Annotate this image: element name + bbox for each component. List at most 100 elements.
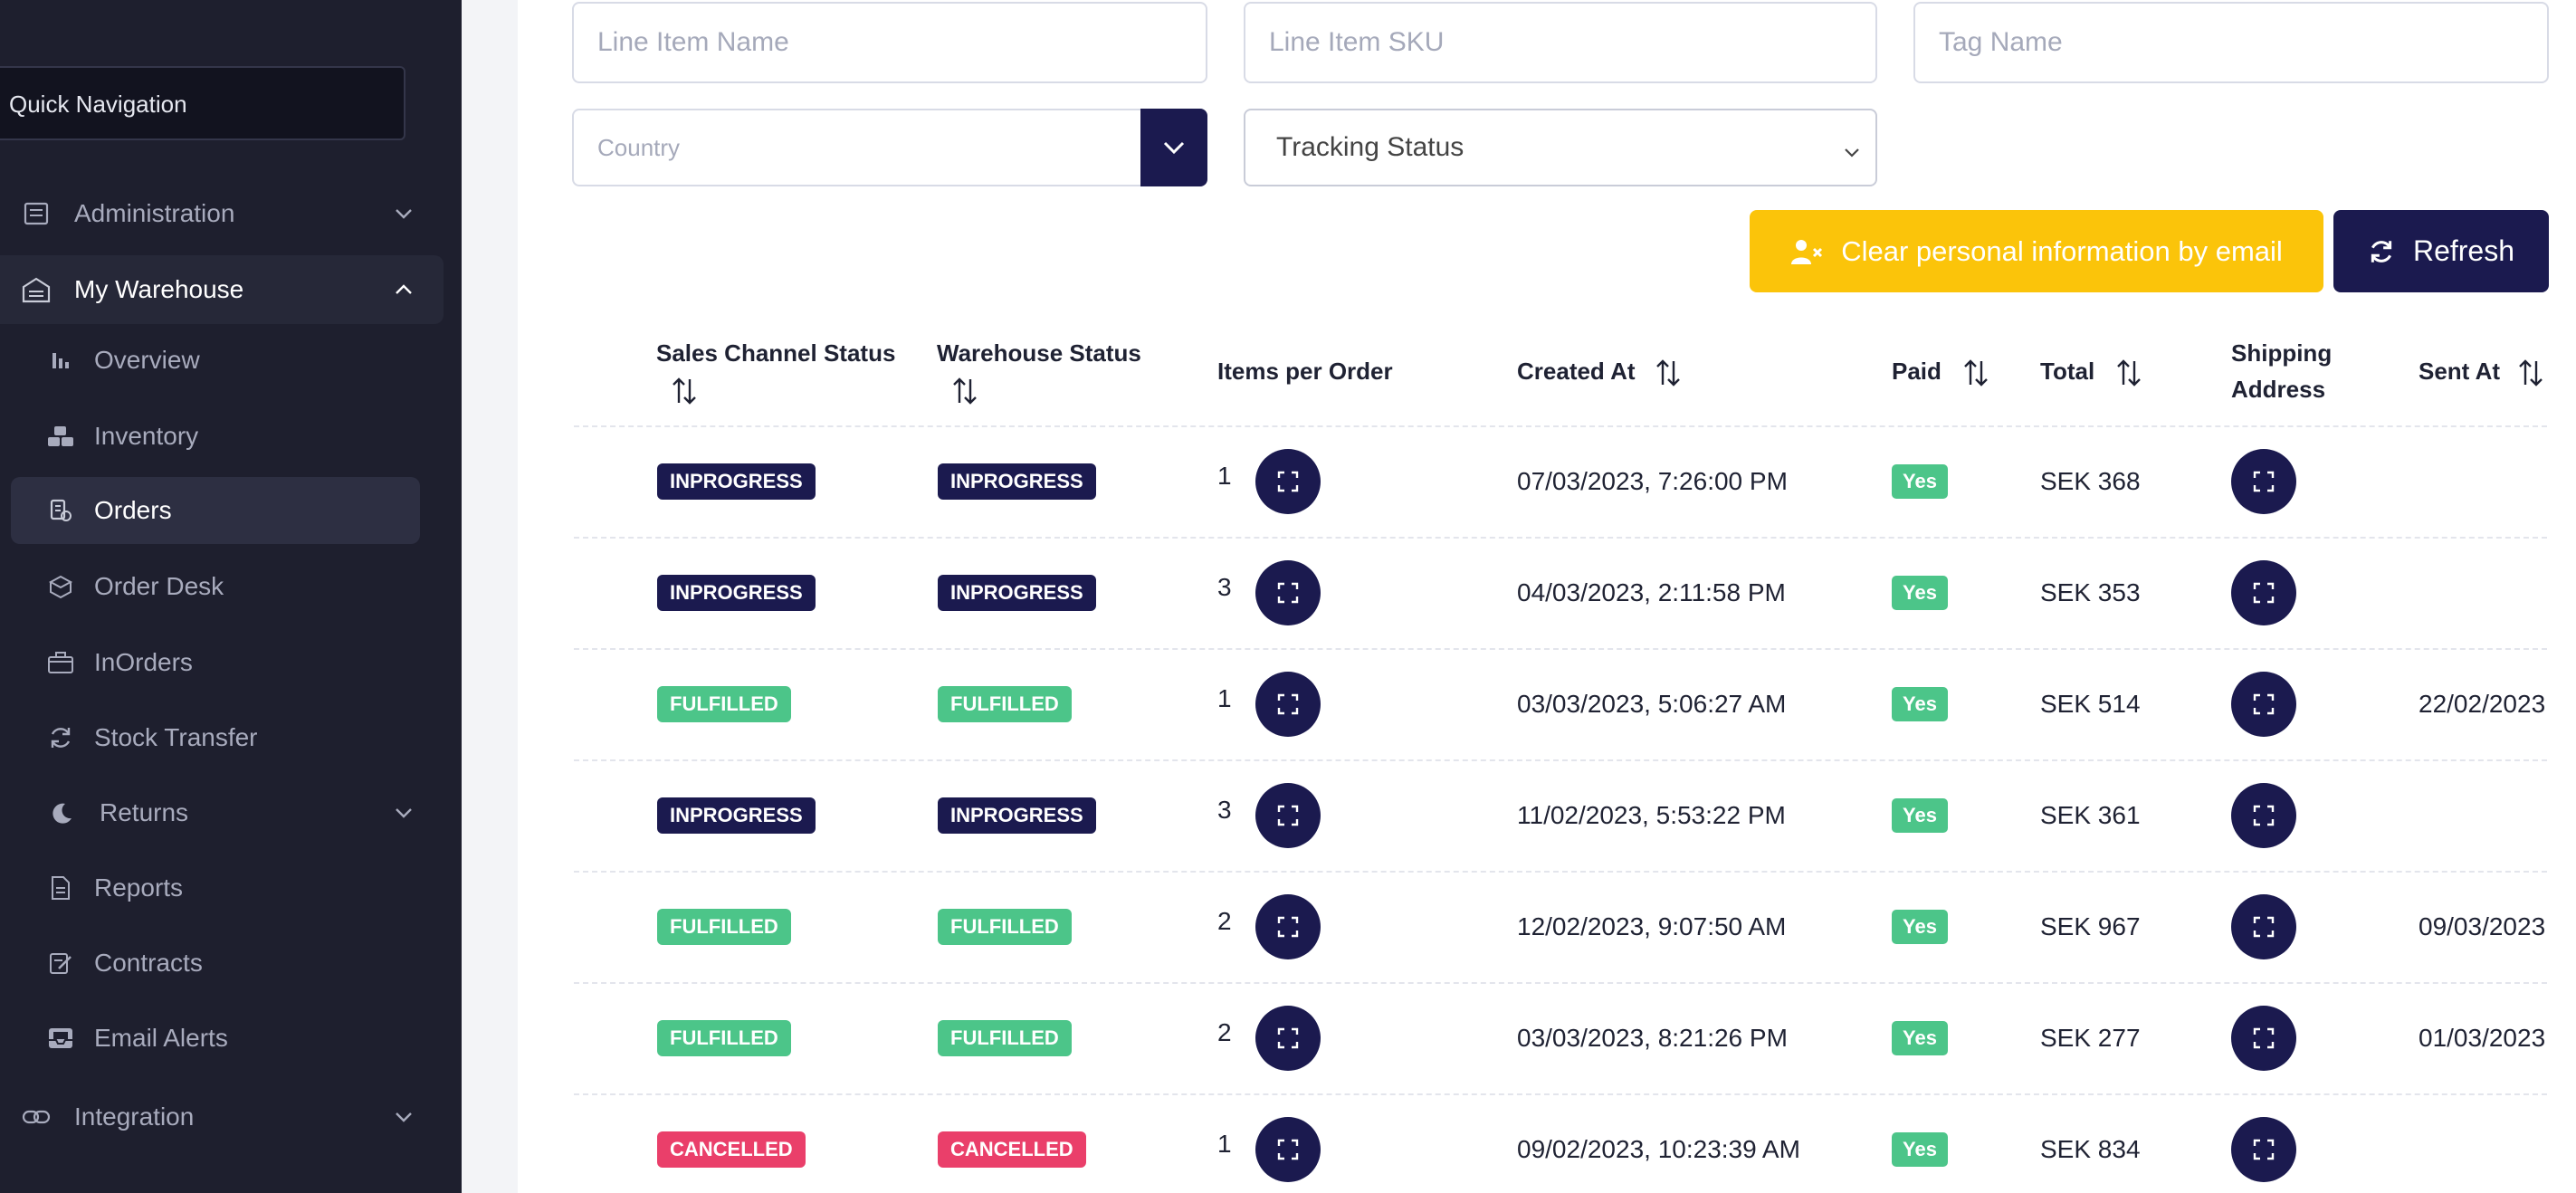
view-shipping-address-button[interactable] <box>2231 783 2296 848</box>
integration-icon <box>20 1101 52 1133</box>
country-dropdown-button[interactable] <box>1140 109 1207 186</box>
sent-at: 09/03/2023 <box>2419 912 2546 940</box>
sidebar-group-label: Returns <box>100 798 189 826</box>
tracking-status-value: Tracking Status <box>1276 132 1465 162</box>
column-header-sent-at[interactable]: Sent At <box>2419 353 2544 389</box>
chevron-down-icon <box>1843 136 1861 167</box>
warehouse-icon <box>20 273 52 306</box>
row-divider <box>574 759 2547 761</box>
quick-navigation-label: Quick Navigation <box>9 91 187 118</box>
sidebar-item-stock-transfer[interactable]: Stock Transfer <box>11 704 420 771</box>
column-header-warehouse-status[interactable]: Warehouse Status <box>937 335 1141 407</box>
sidebar-item-orders[interactable]: Orders <box>11 477 420 544</box>
order-total: SEK 368 <box>2040 467 2141 495</box>
view-shipping-address-button[interactable] <box>2231 1006 2296 1071</box>
paid-badge: Yes <box>1892 1021 1948 1055</box>
quick-navigation-input[interactable]: Quick Navigation <box>0 66 405 140</box>
line-item-sku-input[interactable] <box>1244 2 1877 83</box>
contract-icon <box>45 948 76 978</box>
user-remove-icon <box>1790 237 1823 266</box>
column-header-label: Shipping <box>2231 339 2333 367</box>
sidebar-item-contracts[interactable]: Contracts <box>11 930 420 997</box>
sidebar-group-my-warehouse[interactable]: My Warehouse <box>0 255 444 324</box>
sidebar-item-label: Reports <box>94 873 184 902</box>
created-at: 12/02/2023, 9:07:50 AM <box>1517 912 1787 940</box>
expand-icon <box>2252 692 2275 716</box>
items-count: 1 <box>1217 462 1232 490</box>
clear-personal-info-label: Clear personal information by email <box>1841 234 2283 267</box>
order-total: SEK 514 <box>2040 690 2141 718</box>
column-header-label: Items per Order <box>1217 358 1393 385</box>
created-at: 03/03/2023, 8:21:26 PM <box>1517 1024 1788 1052</box>
sidebar-item-inorders[interactable]: InOrders <box>11 629 420 696</box>
sidebar-item-email-alerts[interactable]: Email Alerts <box>11 1005 420 1072</box>
sidebar-item-order-desk[interactable]: Order Desk <box>11 553 420 620</box>
view-shipping-address-button[interactable] <box>2231 560 2296 625</box>
warehouse-status-badge: FULFILLED <box>938 1020 1072 1056</box>
column-header-total[interactable]: Total <box>2040 353 2142 389</box>
column-header-label: Sales Channel Status <box>656 339 896 367</box>
view-shipping-address-button[interactable] <box>2231 672 2296 737</box>
column-header-label: Paid <box>1892 358 1942 385</box>
column-header-paid[interactable]: Paid <box>1892 353 1989 389</box>
sales-channel-status-badge: FULFILLED <box>657 909 791 945</box>
sort-icon[interactable] <box>1962 358 1989 388</box>
column-header-sales-channel-status[interactable]: Sales Channel Status <box>656 335 895 407</box>
sidebar-group-returns[interactable]: Returns <box>0 778 444 847</box>
sidebar-group-integration[interactable]: Integration <box>0 1083 444 1151</box>
sidebar-item-label: Contracts <box>94 949 203 977</box>
column-header-created-at[interactable]: Created At <box>1517 353 1682 389</box>
items-count: 2 <box>1217 1018 1232 1046</box>
document-icon <box>45 873 76 903</box>
column-header-shipping-address: Shipping Address <box>2231 335 2332 407</box>
sidebar-group-administration[interactable]: Administration <box>0 179 444 248</box>
expand-icon <box>2252 915 2275 939</box>
expand-icon <box>1276 804 1300 827</box>
sort-icon[interactable] <box>951 376 978 406</box>
view-items-button[interactable] <box>1255 449 1321 514</box>
sidebar-item-label: Overview <box>94 346 200 374</box>
clear-personal-info-button[interactable]: Clear personal information by email <box>1750 210 2323 292</box>
sort-icon[interactable] <box>671 376 698 406</box>
view-shipping-address-button[interactable] <box>2231 449 2296 514</box>
warehouse-status-badge: FULFILLED <box>938 909 1072 945</box>
created-at: 11/02/2023, 5:53:22 PM <box>1517 801 1786 829</box>
tag-name-input[interactable] <box>1913 2 2549 83</box>
items-count: 1 <box>1217 684 1232 712</box>
line-item-name-input[interactable] <box>572 2 1207 83</box>
view-items-button[interactable] <box>1255 1117 1321 1182</box>
view-items-button[interactable] <box>1255 1006 1321 1071</box>
view-items-button[interactable] <box>1255 560 1321 625</box>
view-items-button[interactable] <box>1255 672 1321 737</box>
order-total: SEK 277 <box>2040 1024 2141 1052</box>
sidebar-item-reports[interactable]: Reports <box>11 854 420 921</box>
chevron-down-icon <box>389 798 418 827</box>
sent-at: 22/02/2023 <box>2419 690 2546 718</box>
sidebar-item-label: InOrders <box>94 648 193 676</box>
country-select <box>572 109 1207 186</box>
sort-icon[interactable] <box>2115 358 2142 388</box>
sidebar-item-overview[interactable]: Overview <box>11 327 420 394</box>
refresh-icon <box>2368 238 2395 265</box>
expand-icon <box>2252 470 2275 493</box>
country-input[interactable] <box>572 109 1142 186</box>
view-items-button[interactable] <box>1255 783 1321 848</box>
items-count: 3 <box>1217 796 1232 824</box>
tracking-status-select[interactable]: Tracking Status <box>1244 109 1877 186</box>
warehouse-status-badge: FULFILLED <box>938 686 1072 722</box>
view-shipping-address-button[interactable] <box>2231 1117 2296 1182</box>
sidebar-item-inventory[interactable]: Inventory <box>11 403 420 470</box>
paid-badge: Yes <box>1892 687 1948 721</box>
refresh-button[interactable]: Refresh <box>2333 210 2549 292</box>
view-items-button[interactable] <box>1255 894 1321 959</box>
expand-icon <box>1276 915 1300 939</box>
view-shipping-address-button[interactable] <box>2231 894 2296 959</box>
bar-chart-icon <box>45 345 76 376</box>
sort-icon[interactable] <box>1655 358 1682 388</box>
row-divider <box>574 425 2547 427</box>
sidebar-item-label: Inventory <box>94 422 199 450</box>
column-header-items-per-order: Items per Order <box>1217 353 1393 389</box>
paid-badge: Yes <box>1892 1132 1948 1167</box>
column-header-label: Warehouse Status <box>937 339 1141 367</box>
sort-icon[interactable] <box>2517 358 2544 388</box>
